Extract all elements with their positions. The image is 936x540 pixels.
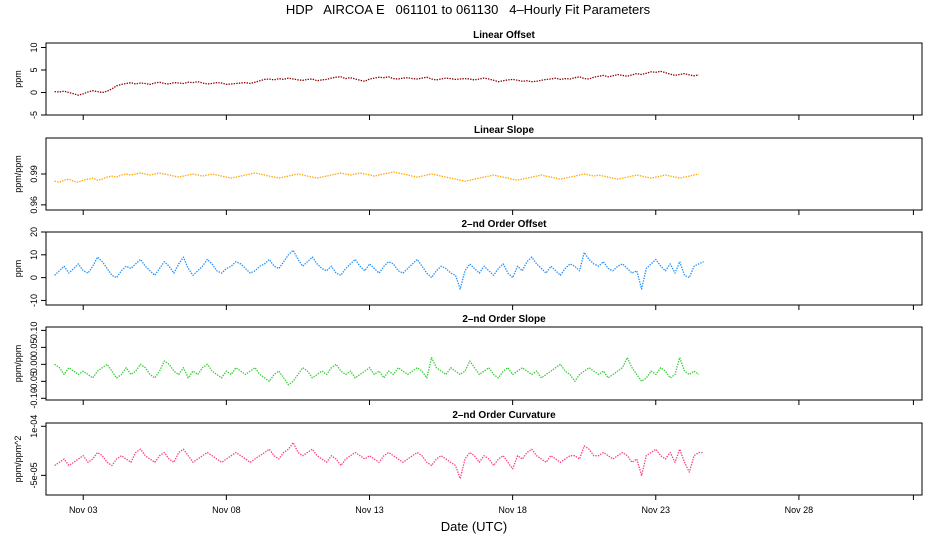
y-tick-label: 10 <box>29 250 39 260</box>
y-tick-label: 0.99 <box>29 165 39 183</box>
data-series-line <box>54 70 699 96</box>
data-series-line <box>54 441 704 480</box>
x-tick-label: Nov 28 <box>785 505 814 515</box>
x-axis-label: Date (UTC) <box>440 519 508 534</box>
data-series-line <box>54 249 704 290</box>
data-series-line <box>54 356 700 386</box>
y-axis-label: ppm <box>13 70 23 88</box>
panel-title: 2–nd Order Slope <box>462 314 546 325</box>
y-axis-label: ppm <box>13 260 23 278</box>
y-tick-label: -5e-05 <box>29 462 39 488</box>
data-series-line <box>54 171 699 183</box>
y-axis-label: ppm/ppm <box>13 345 23 383</box>
panel-frame <box>45 326 923 401</box>
figure-title: HDP AIRCOA E 061101 to 061130 4–Hourly F… <box>285 2 651 17</box>
panel-frame <box>45 422 923 496</box>
x-tick-label: Nov 03 <box>69 505 98 515</box>
y-tick-label: 0 <box>29 275 39 280</box>
panel-frame <box>45 137 923 211</box>
y-axis-label: ppm/ppm^2 <box>13 436 23 483</box>
panel-title: 2–nd Order Curvature <box>452 410 556 421</box>
y-tick-label: 20 <box>29 227 39 237</box>
x-tick-label: Nov 18 <box>498 505 527 515</box>
y-tick-label: 1e-04 <box>29 415 39 438</box>
panel-frame <box>45 231 923 306</box>
y-axis-label: ppm/ppm <box>13 155 23 193</box>
x-tick-label: Nov 23 <box>641 505 670 515</box>
y-tick-label: 0 <box>29 90 39 95</box>
y-tick-label: -0.05 <box>29 371 39 392</box>
y-tick-label: 0.96 <box>29 196 39 214</box>
panel-frame <box>45 42 923 116</box>
panel-title: 2–nd Order Offset <box>461 219 547 230</box>
panel-title: Linear Offset <box>473 30 535 41</box>
y-tick-label: -0.10 <box>29 388 39 409</box>
y-tick-label: -5 <box>29 111 39 119</box>
panel-title: Linear Slope <box>474 125 534 136</box>
y-tick-label: 0.10 <box>29 322 39 340</box>
y-tick-label: -10 <box>29 294 39 307</box>
y-tick-label: 10 <box>29 42 39 52</box>
x-tick-label: Nov 13 <box>355 505 384 515</box>
y-tick-label: 0.00 <box>29 356 39 374</box>
y-tick-label: 5 <box>29 67 39 72</box>
x-tick-label: Nov 08 <box>212 505 241 515</box>
y-tick-label: 0.05 <box>29 339 39 357</box>
